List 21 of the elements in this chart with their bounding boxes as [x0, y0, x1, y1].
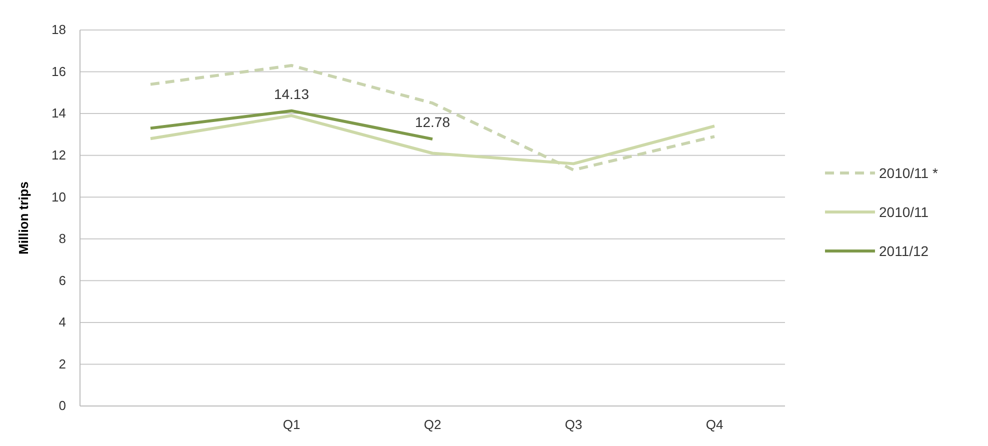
line-series	[149, 64, 716, 172]
legend-label: 2011/12	[879, 242, 929, 259]
data-label: 12.78	[414, 114, 450, 130]
legend-label: 2010/11 *	[879, 164, 938, 181]
y-tick-label: 2	[58, 356, 66, 372]
y-tick-label: 18	[52, 22, 66, 38]
y-tick-label: 10	[52, 189, 66, 204]
x-tick-label: Q3	[564, 417, 582, 432]
x-tick-label: Q1	[282, 417, 300, 432]
x-tick-label: Q4	[706, 417, 724, 432]
y-tick-label: 4	[58, 314, 66, 330]
y-tick-label: 16	[52, 64, 66, 79]
data-label: 14.13	[274, 86, 310, 102]
y-tick-label: 0	[58, 398, 66, 414]
y-tick-label: 8	[58, 231, 66, 246]
y-tick-label: 6	[58, 272, 66, 288]
legend-label: 2010/11	[879, 204, 929, 220]
y-tick-label: 14	[52, 106, 66, 121]
y-axis-title: Million trips	[16, 182, 31, 254]
y-tick-label: 12	[52, 147, 66, 162]
x-tick-label: Q2	[424, 417, 442, 432]
